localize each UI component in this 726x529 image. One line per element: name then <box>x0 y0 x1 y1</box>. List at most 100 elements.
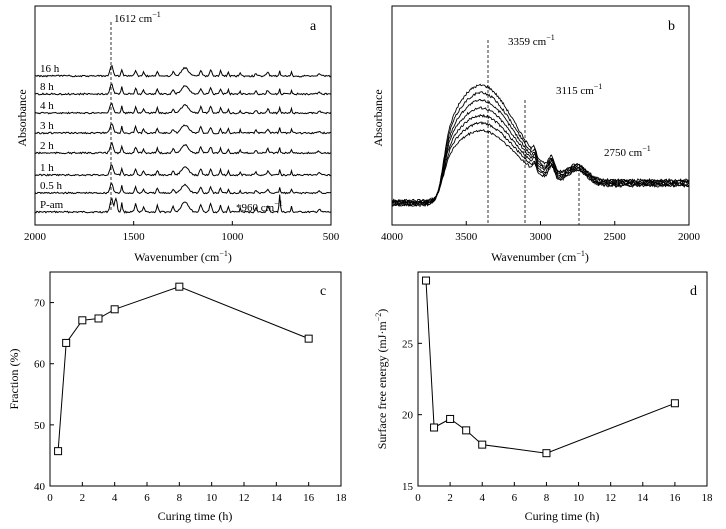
panel-c-letter: c <box>320 284 326 299</box>
panel-a-series-label: 2 h <box>40 140 54 152</box>
panel-c-x-tick-label: 6 <box>144 492 150 504</box>
panel-d-y-tick-label: 15 <box>402 481 414 493</box>
panel-d-frame <box>417 271 708 487</box>
panel-d-x-tick-label: 14 <box>637 492 649 504</box>
panel-d-x-tick-label: 12 <box>605 492 616 504</box>
panel-b-spectrum <box>392 129 689 203</box>
panel-b-xlabel: Wavenumber (cm−1) <box>491 249 589 264</box>
panel-c-plot <box>54 282 313 456</box>
panel-d-data-point <box>478 440 487 449</box>
panel-d-y-tick-label: 20 <box>402 410 414 422</box>
panel-b-annotation-3359: 3359 cm−1 <box>508 33 555 48</box>
panel-b-spectrum <box>391 99 689 206</box>
panel-a-series-label: 8 h <box>40 81 54 93</box>
panel-a-xlabel: Wavenumber (cm−1) <box>134 249 232 264</box>
panel-a-x-tick-label: 500 <box>323 231 340 243</box>
panel-b-annotation-3115: 3115 cm−1 <box>556 82 602 97</box>
panel-b-spectrum <box>391 113 689 204</box>
panel-c-data-point <box>304 334 313 343</box>
panel-d-data-point <box>446 414 455 423</box>
panel-d-x-tick-label: 16 <box>669 492 681 504</box>
panel-c-ylabel: Fraction (%) <box>7 349 21 410</box>
panel-d-data-point <box>542 449 551 458</box>
panel-b-spectrum <box>391 106 689 206</box>
panel-b-x-tick-label: 3500 <box>455 231 478 243</box>
panel-b-spectra <box>391 83 690 208</box>
panel-a-annotation-960: *960 cm−1 <box>236 199 283 214</box>
panel-c-y-tick-label: 70 <box>34 298 46 310</box>
panel-d-x-tick-label: 8 <box>544 492 550 504</box>
panel-c-x-tick-label: 10 <box>206 492 218 504</box>
panel-a-x-ticks: 2000 1500 1000 500 <box>24 221 340 243</box>
panel-a-x-tick-label: 2000 <box>24 231 47 243</box>
panel-c-x-tick-label: 16 <box>303 492 315 504</box>
panel-b-x-tick-label: 4000 <box>381 231 404 243</box>
panel-c-data-point <box>78 316 87 325</box>
panel-c-y-tick-label: 50 <box>34 420 46 432</box>
panel-c-data-point <box>94 314 103 323</box>
panel-a-series-label: 4 h <box>40 100 54 112</box>
panel-a-series-labels: P-am 0.5 h 1 h 2 h 3 h 4 h 8 h 16 h <box>40 63 64 211</box>
panel-c-x-tick-label: 4 <box>112 492 118 504</box>
panel-d-letter: d <box>690 284 697 299</box>
panel-a-spectrum <box>34 182 332 195</box>
panel-a-series-label: 3 h <box>40 120 54 132</box>
panel-c-data-point <box>62 338 71 347</box>
panel-a-ylabel: Absorbance <box>15 89 29 146</box>
panel-d-data-point <box>462 426 471 435</box>
panel-a-spectra <box>34 64 332 214</box>
panel-a-annotation-1612: 1612 cm−1 <box>114 10 161 25</box>
panel-d-ticks: 0 2 4 6 8 10 12 14 16 18 15 20 25 <box>402 338 713 504</box>
panel-a-spectrum <box>34 64 332 78</box>
panel-b-x-tick-label: 2000 <box>678 231 701 243</box>
panel-c-y-tick-label: 40 <box>34 481 46 493</box>
panel-b-x-tick-label: 2500 <box>604 231 627 243</box>
panel-c-x-tick-label: 2 <box>80 492 86 504</box>
panel-d-x-tick-label: 18 <box>702 492 714 504</box>
panel-a-spectrum <box>34 103 332 115</box>
panel-c-data-point <box>54 447 63 456</box>
panel-a-letter: a <box>310 19 317 34</box>
panel-b-letter: b <box>668 19 675 34</box>
panel-a-spectrum <box>34 83 332 96</box>
panel-c-ticks: 0 2 4 6 8 10 12 14 16 18 40 50 60 70 <box>34 298 347 504</box>
panel-d-y-tick-label: 25 <box>402 338 414 350</box>
panel-b-x-ticks: 4000 3500 3000 2500 2000 <box>381 221 701 243</box>
panel-d-ylabel: Surface free energy (mJ·m−2) <box>374 309 389 450</box>
panel-a-spectrum <box>34 194 332 214</box>
panel-d-data-point <box>430 423 439 432</box>
panel-c-y-tick-label: 60 <box>34 359 46 371</box>
panel-d-x-tick-label: 4 <box>479 492 485 504</box>
panel-a-spectrum <box>34 141 332 155</box>
panel-b-ylabel: Absorbance <box>371 89 385 146</box>
panel-c-x-tick-label: 18 <box>336 492 348 504</box>
panel-a-spectrum <box>34 123 332 135</box>
panel-c-x-tick-label: 8 <box>177 492 183 504</box>
panel-c-x-tick-label: 0 <box>47 492 53 504</box>
panel-c-series-line <box>57 286 309 452</box>
panel-a: a P-am 0.5 h 1 h 2 h 3 h 4 h 8 h 16 h 1612 cm−1… <box>15 5 340 264</box>
panel-a-frame <box>34 5 332 226</box>
panel-a-series-label: P-am <box>40 199 64 211</box>
panel-b-annotation-2750: 2750 cm−1 <box>604 144 651 159</box>
panel-d-x-tick-label: 10 <box>573 492 585 504</box>
panel-d-plot <box>422 276 679 458</box>
panel-c-frame <box>49 271 342 487</box>
panel-b: b 3359 cm−1 3115 cm−1 2750 cm−1 4000 3500… <box>371 5 701 264</box>
panel-d-x-tick-label: 0 <box>415 492 421 504</box>
panel-c-xlabel: Curing time (h) <box>158 509 233 523</box>
panel-c-x-tick-label: 14 <box>271 492 283 504</box>
panel-a-x-tick-label: 1500 <box>123 231 146 243</box>
panel-d-data-point <box>670 399 679 408</box>
panel-a-series-label: 16 h <box>40 63 60 75</box>
panel-c-x-tick-label: 12 <box>239 492 250 504</box>
panel-c-data-point <box>110 305 119 314</box>
panel-d-x-tick-label: 2 <box>447 492 453 504</box>
panel-c-data-point <box>175 282 184 291</box>
panel-a-series-label: 0.5 h <box>40 180 63 192</box>
panel-d-x-tick-label: 6 <box>512 492 518 504</box>
panel-c: c 0 2 4 6 8 10 12 14 16 18 40 50 60 70 Curing time (h… <box>7 271 347 523</box>
panel-b-x-tick-label: 3000 <box>530 231 553 243</box>
